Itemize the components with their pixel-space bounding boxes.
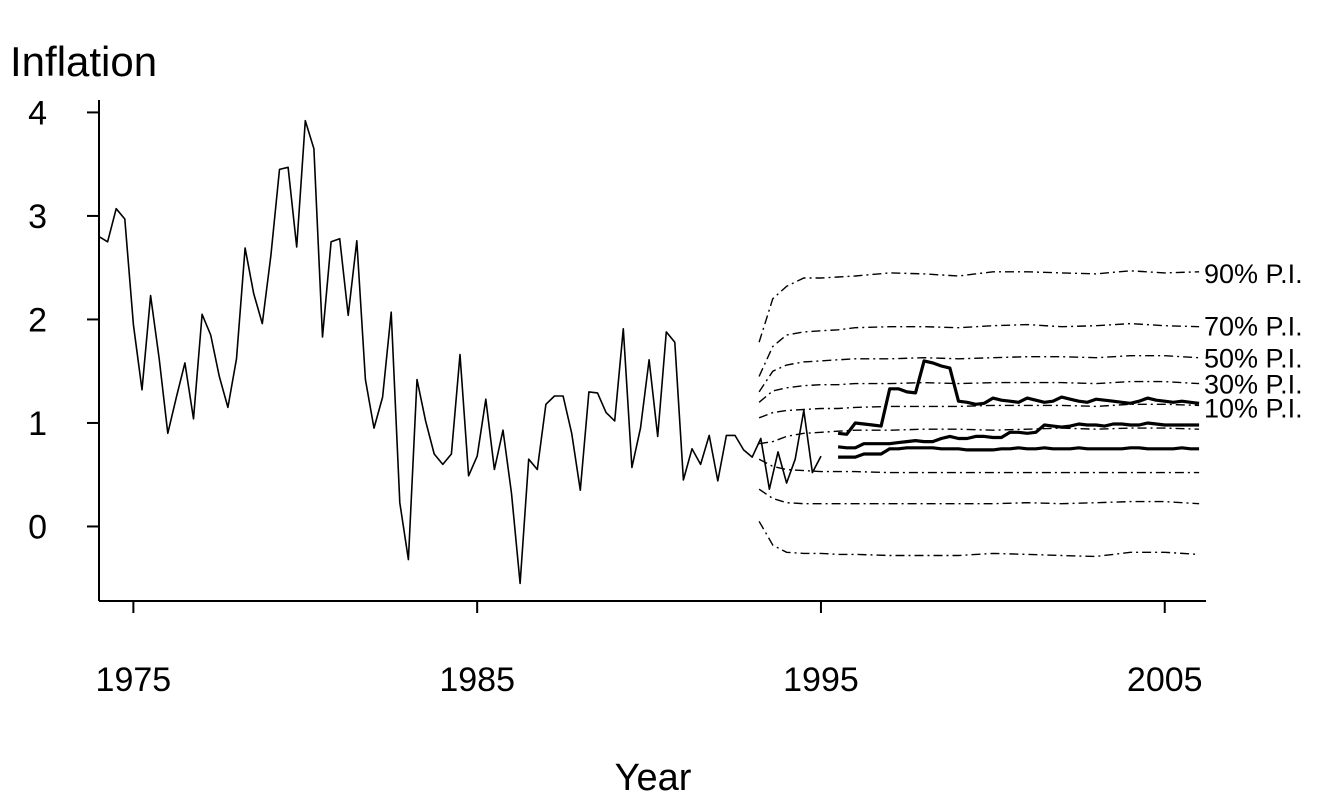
y-tick-label: 4 (28, 94, 47, 132)
pi-label: 30% P.I. (1204, 370, 1303, 400)
x-tick-label: 1995 (783, 661, 859, 699)
pi-label: 90% P.I. (1204, 259, 1303, 289)
prediction-interval-labels: 90% P.I. 70% P.I.50% P.I.30% P.I.10% P.I. (1204, 259, 1303, 424)
historical-series-line (98, 119, 822, 585)
y-tick-label: 0 (28, 508, 47, 546)
pi-label: 50% P.I. (1204, 344, 1303, 374)
y-tick-label: 3 (28, 198, 47, 236)
pi-lower-bound (758, 427, 1200, 445)
axes (98, 100, 1206, 602)
pi-upper-bound (758, 403, 1200, 419)
forecast-lower-line (838, 446, 1200, 459)
forecast-middle-line (837, 421, 1200, 450)
forecast-upper-line (837, 359, 1200, 436)
x-axis-label: Year (615, 757, 692, 799)
pi-upper-bound (758, 380, 1200, 403)
pi-label: 70% P.I. (1204, 312, 1303, 342)
pi-label: 10% P.I. (1204, 393, 1303, 423)
pi-upper-bound (758, 270, 1200, 343)
x-tick-label: 1985 (439, 661, 515, 699)
pi-upper-bound (758, 458, 1200, 474)
pi-lower-bound (758, 488, 1200, 505)
y-tick-label: 1 (28, 405, 47, 443)
pi-upper-bound (758, 355, 1200, 393)
x-tick-label: 1975 (96, 661, 172, 699)
forecast-lines (837, 359, 1200, 459)
pi-upper-bound (758, 322, 1200, 377)
pi-lower-bound (758, 520, 1200, 558)
prediction-interval-bands (758, 270, 1200, 558)
x-ticks: 1975 1985 1995 2005 (96, 601, 1203, 699)
y-ticks: 0 1 2 3 4 (28, 94, 99, 546)
y-tick-label: 2 (28, 301, 47, 339)
y-axis-label: Inflation (10, 38, 157, 85)
x-tick-label: 2005 (1127, 661, 1203, 699)
